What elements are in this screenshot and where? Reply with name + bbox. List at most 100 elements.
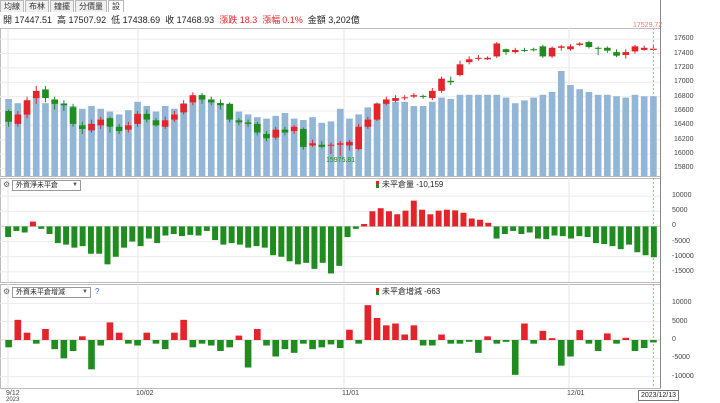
oi-bar — [382, 325, 390, 340]
oi-bar — [568, 226, 575, 239]
volume-bar — [97, 108, 105, 176]
candle-body — [355, 126, 362, 150]
amount-value: 金額 3,202億 — [307, 15, 360, 25]
candle-body — [69, 107, 77, 124]
tab-pendulum[interactable]: 鐘擺 — [50, 0, 74, 12]
volume-bar — [290, 118, 298, 176]
oi-bar — [336, 226, 343, 266]
oi-bar — [198, 340, 206, 344]
oi-tick-label: 0 — [672, 222, 676, 230]
candle-body — [143, 113, 151, 120]
oi-change-legend-text: 未平倉增減 -663 — [382, 287, 441, 296]
oi-legend: 未平倉量 -10,159 — [376, 180, 443, 190]
candle-body — [530, 49, 537, 51]
legend-swatch-icon — [376, 288, 379, 295]
oi-bar — [79, 226, 86, 247]
volume-bar — [438, 97, 445, 176]
x-label-2: 11/01 — [342, 390, 359, 397]
candle-body — [60, 103, 68, 106]
oi-bar — [187, 226, 194, 235]
oi-bar — [42, 329, 49, 340]
tab-moving-average[interactable]: 均線 — [0, 0, 24, 12]
gear-icon[interactable]: ⚙ — [3, 180, 11, 189]
price-tick-label: 15800 — [674, 164, 694, 172]
oi-bar — [263, 340, 270, 346]
oi-tick-label: -5000 — [672, 237, 690, 245]
tab-volume-by-price[interactable]: 分價量 — [75, 0, 107, 12]
oi-bar — [452, 210, 459, 227]
candle-body — [346, 141, 353, 146]
oi-bar — [521, 323, 528, 340]
volume-bar — [226, 108, 233, 176]
help-icon[interactable]: ? — [95, 287, 100, 296]
volume-bar — [456, 94, 464, 176]
oi-bar — [443, 209, 450, 227]
oi-bar — [650, 340, 657, 343]
candle-body — [88, 123, 95, 131]
candle-body — [125, 125, 132, 130]
oi-tick-label: -10000 — [672, 252, 694, 260]
oi-change-tick-label: -10000 — [672, 372, 694, 380]
candle-body — [97, 119, 105, 126]
oi-bar — [435, 210, 442, 227]
candle-body — [42, 89, 49, 99]
oi-bar — [286, 226, 293, 262]
oi-bar — [501, 226, 508, 234]
oi-bar — [626, 226, 633, 245]
gear-icon[interactable]: ⚙ — [3, 287, 11, 296]
oi-bar — [510, 226, 517, 231]
oi-bar — [410, 200, 417, 227]
oi-bar — [46, 226, 53, 234]
volume-bar — [263, 118, 270, 176]
oi-change-tick-label: 0 — [672, 336, 676, 343]
price-tick-label: 17600 — [674, 35, 694, 43]
candle-body — [5, 110, 12, 122]
volume-bar — [23, 103, 31, 176]
tab-settings[interactable]: 設 — [108, 0, 124, 12]
indicator-tabs: 均線 布林 鐘擺 分價量 設 — [0, 0, 125, 12]
candle-body — [613, 52, 620, 56]
oi-change-indicator-dropdown[interactable]: 外資未平倉增減 ▼ — [12, 287, 91, 298]
oi-bar — [106, 322, 114, 340]
candle-body — [281, 129, 289, 133]
volume-bar — [521, 100, 528, 176]
close-value: 收 17468.93 — [165, 15, 215, 25]
volume-bar — [161, 106, 169, 176]
oi-bar — [5, 340, 12, 348]
volume-bar — [382, 101, 390, 176]
candle-body — [171, 114, 178, 120]
volume-bar — [143, 106, 151, 176]
candle-body — [161, 120, 169, 127]
candle-body — [263, 133, 270, 139]
open-value: 開 17447.51 — [3, 15, 53, 25]
candle-body — [318, 144, 326, 147]
volume-bar — [576, 89, 584, 176]
oi-bar — [170, 226, 177, 234]
candle-body — [465, 59, 473, 63]
candle-body — [23, 100, 31, 115]
candle-body — [493, 43, 501, 57]
chevron-down-icon: ▼ — [82, 289, 88, 295]
volume-bar — [244, 114, 252, 176]
oi-change-dropdown-label: 外資未平倉增減 — [16, 289, 65, 296]
oi-bar — [543, 226, 550, 240]
candle-body — [604, 47, 611, 51]
volume-bar — [88, 106, 95, 176]
oi-bar — [112, 226, 119, 257]
oi-bar — [355, 340, 362, 344]
candle-body — [327, 144, 335, 146]
volume-bar — [493, 94, 501, 176]
oi-bar — [465, 340, 473, 342]
oi-bar — [51, 340, 58, 350]
change-pct-label: 漲幅 — [262, 15, 281, 25]
oi-indicator-dropdown[interactable]: 外資淨未平倉 ▼ — [12, 180, 81, 191]
oi-tick-label: -15000 — [672, 267, 694, 275]
candle-body — [78, 125, 86, 129]
volume-bar — [373, 103, 381, 176]
oi-bar — [327, 340, 335, 345]
oi-bar — [104, 226, 111, 265]
oi-bar — [253, 226, 260, 247]
volume-bar — [189, 96, 197, 176]
tab-bollinger[interactable]: 布林 — [25, 0, 49, 12]
